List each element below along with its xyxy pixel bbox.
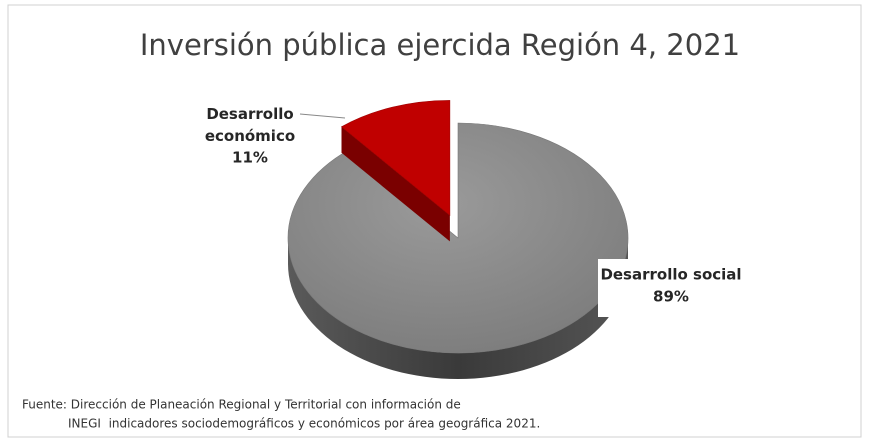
leader-line <box>299 113 346 119</box>
data-label-value: 11% <box>232 149 268 167</box>
slice-side <box>288 238 628 379</box>
data-label-value: 89% <box>653 288 689 306</box>
pie-slice <box>340 100 451 217</box>
data-label-category: Desarrollo económico <box>205 105 295 145</box>
label-box <box>200 98 300 178</box>
source-line: INEGI indicadores sociodemográficos y ec… <box>68 417 540 431</box>
chart-title: Inversión pública ejercida Región 4, 202… <box>140 28 740 62</box>
slice-group <box>340 100 451 242</box>
slice-side <box>341 126 450 242</box>
pie-slice <box>287 122 629 354</box>
data-label-category: Desarrollo social <box>600 266 741 284</box>
label-box <box>598 259 744 317</box>
slice-group <box>287 122 629 379</box>
source-line: Fuente: Dirección de Planeación Regional… <box>22 398 461 412</box>
